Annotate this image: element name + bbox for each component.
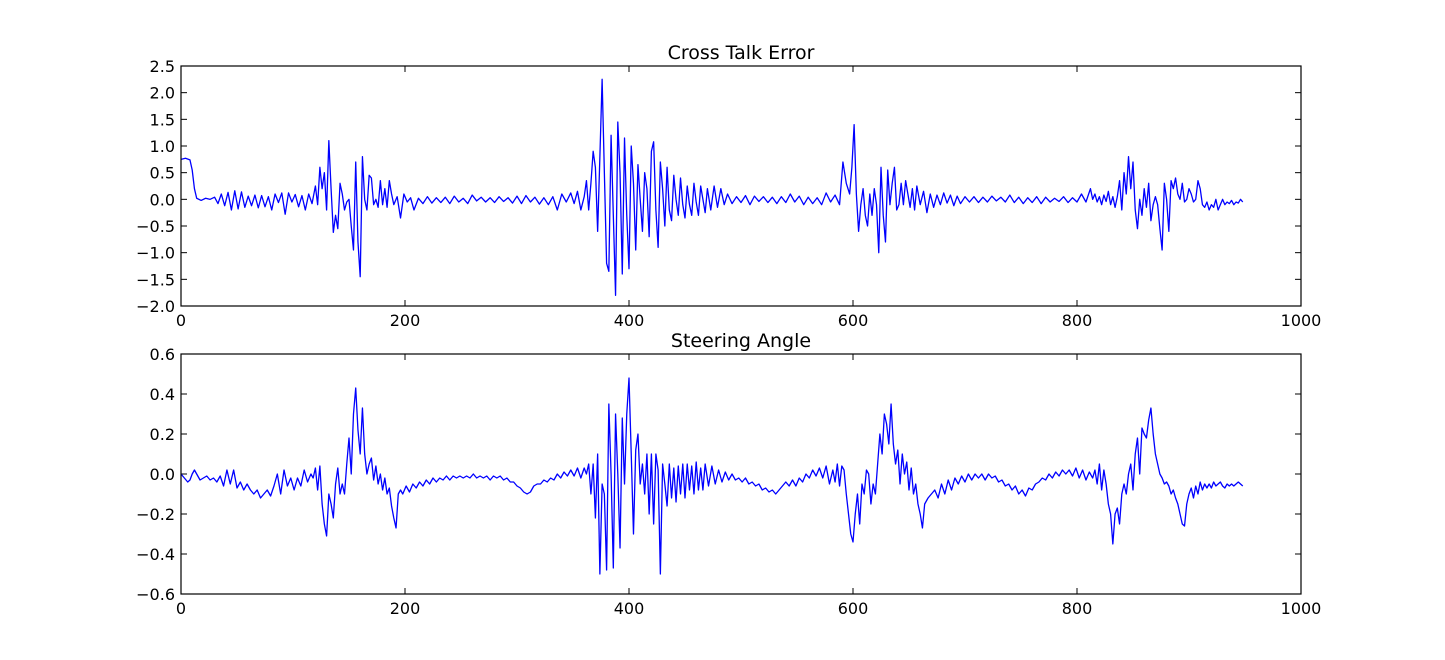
y-tick-label: −0.5 — [136, 217, 175, 236]
y-tick-label: −1.0 — [136, 244, 175, 263]
y-tick-label: 0.2 — [150, 425, 175, 444]
axes-frame — [180, 65, 1302, 307]
x-tick-label: 200 — [390, 599, 421, 618]
x-tick-label: 600 — [838, 599, 869, 618]
x-tick-label: 800 — [1062, 599, 1093, 618]
x-tick-label: 0 — [176, 311, 186, 330]
x-axis: 0 200 400 600 800 1000 — [176, 66, 1321, 330]
y-tick-label: −0.2 — [136, 505, 175, 524]
x-tick-label: 1000 — [1281, 311, 1322, 330]
cross-talk-error-plot: Cross Talk Error −2.0 −1.5 −1.0 −0.5 0.0 0.5 1… — [136, 42, 1321, 330]
y-tick-label: 1.0 — [150, 137, 175, 156]
x-tick-label: 600 — [838, 311, 869, 330]
y-axis: −0.6 −0.4 −0.2 0.0 0.2 0.4 0.6 — [136, 345, 1301, 604]
y-tick-label: 2.0 — [150, 84, 175, 103]
x-tick-label: 400 — [614, 599, 645, 618]
y-tick-label: 0.0 — [150, 465, 175, 484]
y-axis: −2.0 −1.5 −1.0 −0.5 0.0 0.5 1.0 1.5 2.0 2.5 — [136, 57, 1301, 316]
y-tick-label: 0.6 — [150, 345, 175, 364]
x-tick-label: 400 — [614, 311, 645, 330]
x-tick-label: 1000 — [1281, 599, 1322, 618]
y-tick-label: 2.5 — [150, 57, 175, 76]
x-tick-label: 800 — [1062, 311, 1093, 330]
chart-title: Steering Angle — [671, 330, 811, 352]
y-tick-label: 0.5 — [150, 164, 175, 183]
series-line — [180, 377, 1244, 575]
x-axis: 0 200 400 600 800 1000 — [176, 354, 1321, 618]
steering-angle-plot: Steering Angle −0.6−0.4−0.20.00.20.40.6 … — [136, 330, 1321, 618]
y-tick-label: −2.0 — [136, 297, 175, 316]
y-tick-label: 0.0 — [150, 190, 175, 209]
y-tick-label: 1.5 — [150, 110, 175, 129]
y-tick-label: 0.4 — [150, 385, 175, 404]
axes-frame — [180, 353, 1302, 595]
y-tick-label: −0.6 — [136, 585, 175, 604]
x-tick-label: 200 — [390, 311, 421, 330]
chart-title: Cross Talk Error — [668, 42, 815, 64]
y-tick-label: −0.4 — [136, 545, 175, 564]
y-tick-label: −1.5 — [136, 270, 175, 289]
series-line — [180, 78, 1244, 296]
x-tick-label: 0 — [176, 599, 186, 618]
